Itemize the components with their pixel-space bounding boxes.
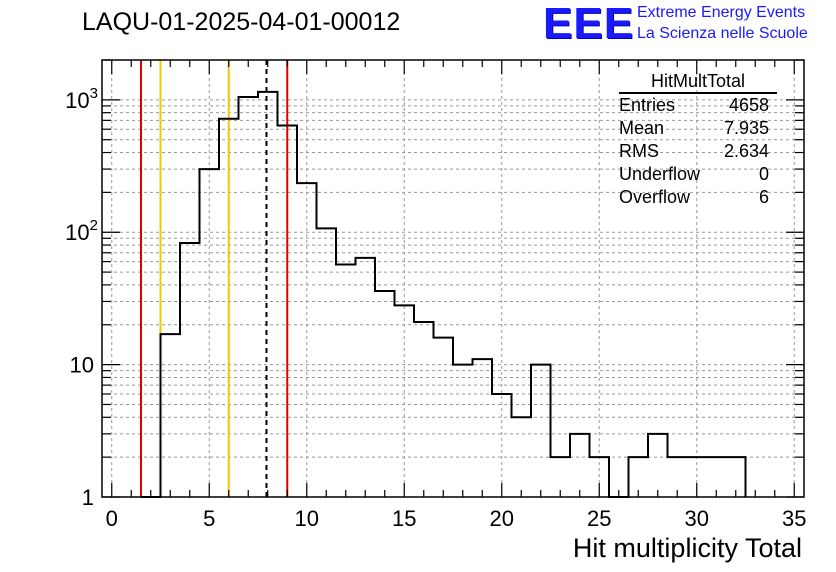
stats-label: Overflow [619,187,691,207]
x-tick-label: 5 [203,506,215,531]
stats-row-mean: Mean 7.935 [611,117,777,140]
stats-label: Entries [619,95,676,115]
stats-title: HitMultTotal [619,70,777,94]
stats-value: 2.634 [723,141,769,161]
histogram-outline [141,90,747,498]
y-tick-label: 10 [70,353,94,378]
eee-logo: EEE [543,0,635,48]
stats-label: RMS [619,141,659,161]
stats-row-underflow: Underflow 0 [611,163,777,186]
stats-label: Mean [619,118,665,138]
stats-value: 0 [758,164,769,184]
x-tick-label: 20 [490,506,514,531]
marker-lines [140,60,289,497]
logo-line-1: Extreme Energy Events [637,4,806,21]
stats-label: Underflow [619,164,701,184]
x-tick-label: 0 [106,506,118,531]
stats-row-rms: RMS 2.634 [611,140,777,163]
stats-value: 7.935 [723,118,769,138]
grid-lines [102,59,804,498]
stats-row-overflow: Overflow 6 [611,186,777,209]
y-tick-label: 102 [65,217,98,245]
y-tick-label: 103 [65,85,98,113]
plot-frame [101,59,805,498]
x-axis-ticks: 0 5 10 15 20 25 30 35 [106,60,806,531]
stats-row-entries: Entries 4658 [611,94,777,117]
logo-line-2: La Scienza nelle Scuole [637,25,808,42]
stats-box: HitMultTotal Entries 4658 Mean 7.935 RMS… [611,70,777,209]
x-axis-title: Hit multiplicity Total [572,533,802,563]
x-tick-label: 15 [392,506,416,531]
chart-title: LAQU-01-2025-04-01-00012 [82,8,401,36]
x-tick-label: 35 [782,506,806,531]
stats-value: 4658 [728,95,769,115]
stats-value: 6 [758,187,769,207]
x-tick-label: 25 [587,506,611,531]
x-tick-label: 30 [685,506,709,531]
x-tick-label: 10 [295,506,319,531]
y-axis-ticks: 1 10 102 103 [65,59,804,510]
y-tick-label: 1 [82,485,94,510]
